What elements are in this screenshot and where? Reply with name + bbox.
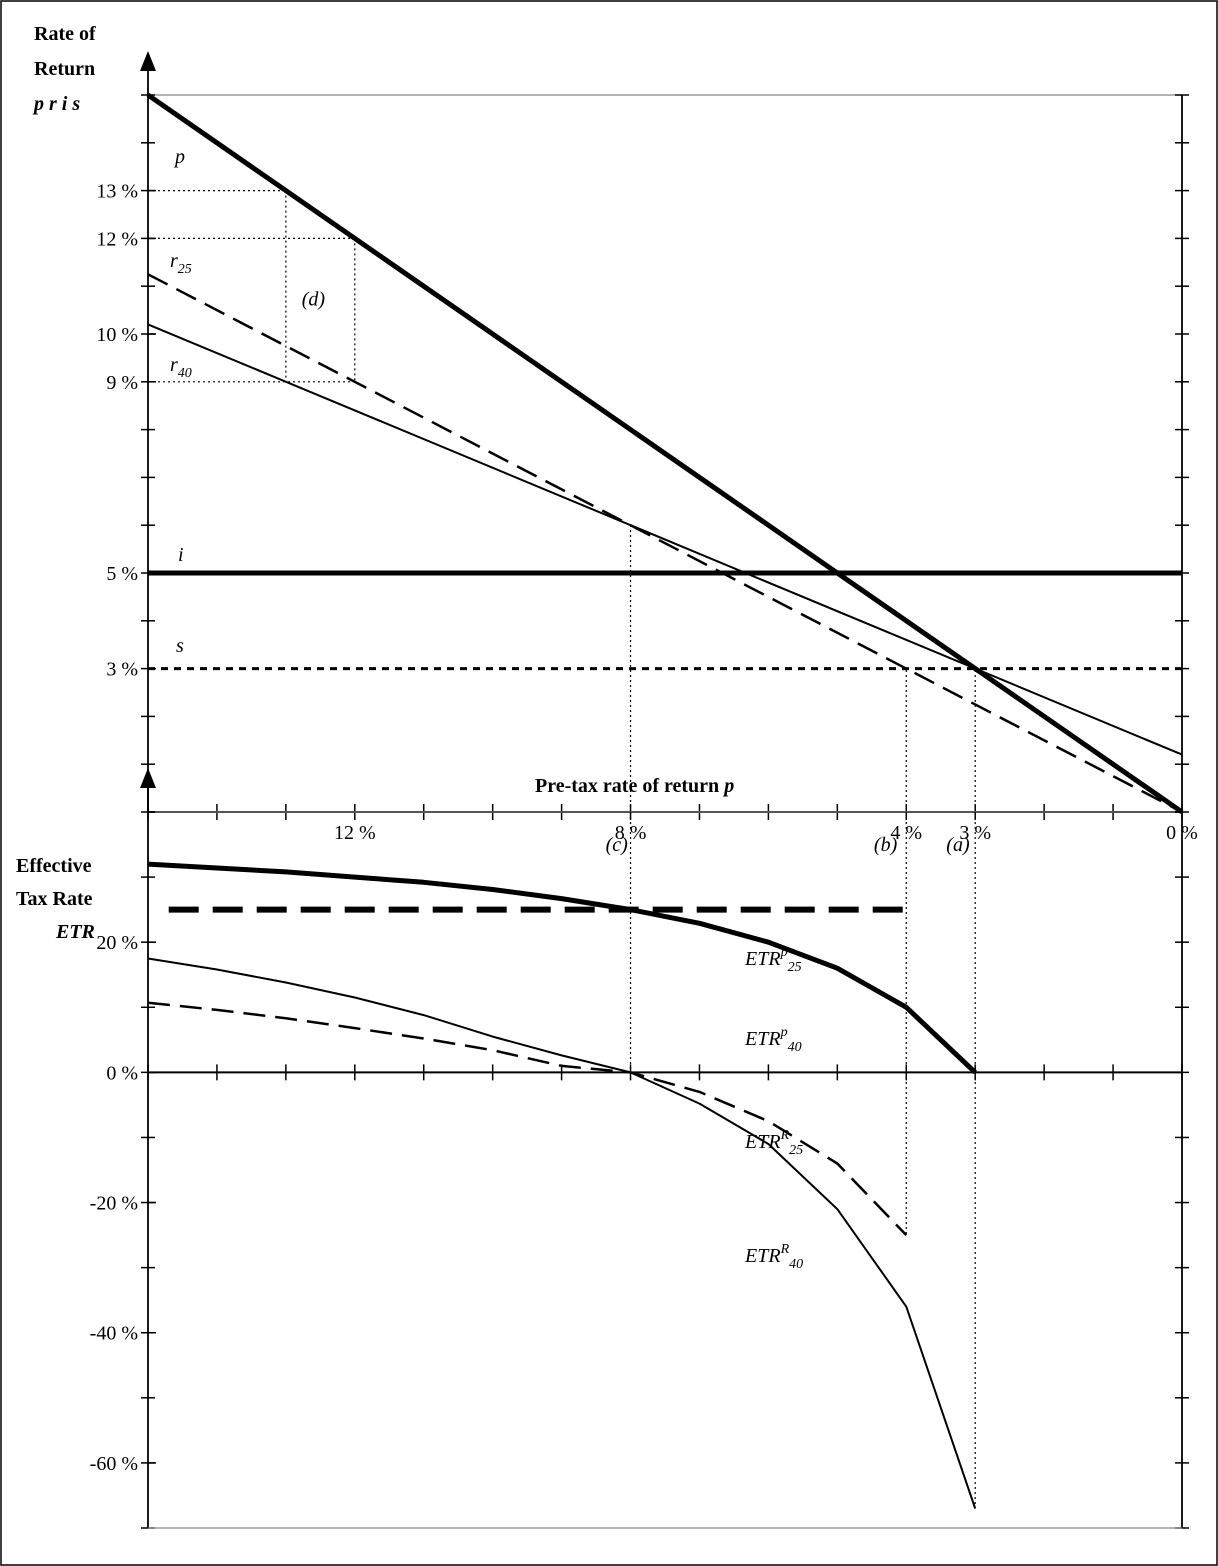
series-label-main: ETR: [744, 1028, 781, 1050]
top-ytick-label: 13 %: [96, 181, 138, 203]
top-series-label: r40: [170, 354, 192, 381]
bottom-series-etr-r-25: [147, 1001, 908, 1236]
top-series-label: i: [178, 544, 184, 566]
bottom-ytick-label: 0 %: [106, 1062, 138, 1084]
bottom-series-label: ETRp25: [744, 945, 802, 975]
series-label-main: ETR: [744, 1245, 781, 1267]
bottom-ytick-label: -60 %: [90, 1453, 138, 1475]
bottom-ylabel: Effective Tax Rate ETR: [16, 855, 95, 943]
series-label-main: p: [173, 146, 185, 168]
top-ylabel-vars: p r i s: [32, 93, 80, 115]
top-annotation: (d): [302, 288, 326, 310]
series-label-sup: R: [780, 1128, 790, 1143]
top-y-axis-arrow: [140, 51, 156, 71]
series-label-sub: 40: [789, 1257, 803, 1272]
top-series-label: p: [173, 146, 185, 168]
top-xtick-label: 12 %: [334, 822, 376, 844]
series-label-sub: 25: [788, 960, 802, 975]
bottom-series-label: ETRR40: [744, 1242, 803, 1272]
bottom-ylabel-var: ETR: [55, 921, 95, 943]
top-ytick-label: 5 %: [106, 563, 138, 585]
series-label-main: r: [170, 354, 178, 376]
bottom-annotation: (c): [606, 834, 629, 856]
series-label-main: ETR: [744, 1131, 781, 1153]
bottom-ytick-label: 20 %: [96, 932, 138, 954]
bottom-series-label: ETRR25: [744, 1128, 803, 1158]
top-xlabel-var: p: [722, 775, 734, 797]
series-label-sub: 40: [178, 366, 192, 381]
series-label-sup: R: [780, 1242, 790, 1257]
series-label-sub: 25: [178, 262, 192, 277]
series-label-sup: p: [780, 1025, 788, 1040]
bottom-ytick-label: -40 %: [90, 1323, 138, 1345]
series-label-sub: 25: [789, 1143, 803, 1158]
bottom-series-etr-p-40: [147, 861, 977, 1075]
bottom-annotation: (b): [874, 834, 898, 856]
bottom-panel: 20 %0 %-20 %-40 %-60 %(c) (b) (a)ETRp25ETR…: [90, 768, 1189, 1529]
top-panel: 13 %12 %10 %9 %5 %3 %(d)12 % 8 % 4 % 3 % 0 %…: [96, 51, 1198, 844]
series-label-sub: 40: [788, 1040, 802, 1055]
bottom-ytick-label: -20 %: [90, 1193, 138, 1215]
series-label-sup: p: [780, 945, 788, 960]
top-series-p: [146, 92, 1184, 815]
series-label-main: ETR: [744, 948, 781, 970]
bottom-series-etr-r-40: [147, 957, 977, 1509]
top-ylabel-line-1: Rate of: [34, 23, 96, 45]
top-xlabel: Pre-tax rate of return p: [535, 775, 734, 797]
top-ytick-label: 10 %: [96, 324, 138, 346]
bottom-y-axis-arrow: [140, 768, 156, 788]
bottom-ylabel-line-1: Effective: [16, 855, 92, 877]
top-ylabel-line-2: Return: [34, 58, 95, 80]
bottom-ylabel-line-2: Tax Rate: [16, 888, 93, 910]
top-xlabel-text: Pre-tax rate of return: [535, 775, 724, 797]
top-ylabel: Rate of Return p r i s: [32, 23, 96, 115]
series-label-main: i: [178, 544, 184, 566]
top-series-label: s: [176, 635, 184, 657]
bottom-annotation: (a): [946, 834, 970, 856]
top-series-label: r25: [170, 250, 192, 277]
bottom-series-label: ETRp40: [744, 1025, 802, 1055]
top-series-r-25: [147, 273, 1183, 814]
top-ytick-label: 12 %: [96, 228, 138, 250]
top-ytick-label: 3 %: [106, 659, 138, 681]
series-label-main: s: [176, 635, 184, 657]
series-label-main: r: [170, 250, 178, 272]
top-series-r-40: [147, 323, 1183, 756]
top-ytick-label: 9 %: [106, 372, 138, 394]
